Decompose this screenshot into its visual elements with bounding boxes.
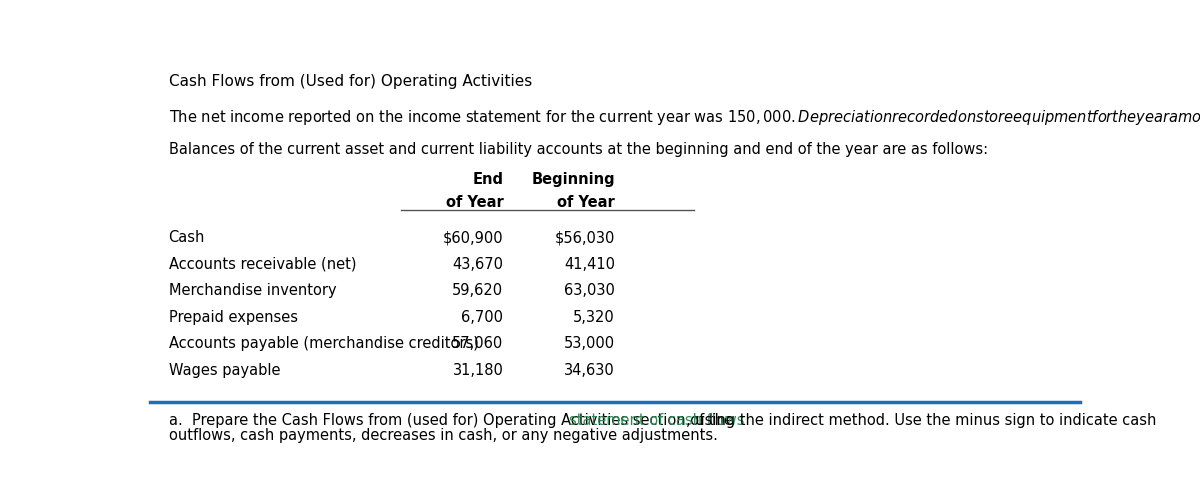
- Text: outflows, cash payments, decreases in cash, or any negative adjustments.: outflows, cash payments, decreases in ca…: [168, 428, 718, 443]
- Text: , using the indirect method. Use the minus sign to indicate cash: , using the indirect method. Use the min…: [685, 413, 1156, 428]
- Text: a.  Prepare the Cash Flows from (used for) Operating Activities section of the: a. Prepare the Cash Flows from (used for…: [168, 413, 737, 428]
- Text: Accounts payable (merchandise creditors): Accounts payable (merchandise creditors): [168, 336, 479, 351]
- Text: 41,410: 41,410: [564, 257, 616, 272]
- Text: 31,180: 31,180: [452, 363, 504, 377]
- Text: Accounts receivable (net): Accounts receivable (net): [168, 257, 356, 272]
- Text: of Year: of Year: [445, 195, 504, 210]
- Text: End: End: [473, 172, 504, 187]
- Text: Prepaid expenses: Prepaid expenses: [168, 310, 298, 325]
- Text: 53,000: 53,000: [564, 336, 616, 351]
- Text: 59,620: 59,620: [452, 283, 504, 298]
- Text: 34,630: 34,630: [564, 363, 616, 377]
- Text: 57,060: 57,060: [452, 336, 504, 351]
- Text: The net income reported on the income statement for the current year was $150,00: The net income reported on the income st…: [168, 108, 1200, 127]
- Text: 5,320: 5,320: [574, 310, 616, 325]
- Text: 43,670: 43,670: [452, 257, 504, 272]
- Text: $56,030: $56,030: [554, 230, 616, 245]
- Text: Cash Flows from (Used for) Operating Activities: Cash Flows from (Used for) Operating Act…: [168, 74, 532, 89]
- Text: $60,900: $60,900: [443, 230, 504, 245]
- Text: statement of cash flows: statement of cash flows: [569, 413, 744, 428]
- Text: Balances of the current asset and current liability accounts at the beginning an: Balances of the current asset and curren…: [168, 142, 988, 157]
- Text: Beginning: Beginning: [532, 172, 616, 187]
- Text: Cash: Cash: [168, 230, 205, 245]
- Text: of Year: of Year: [557, 195, 616, 210]
- Text: 63,030: 63,030: [564, 283, 616, 298]
- Text: 6,700: 6,700: [461, 310, 504, 325]
- Text: Merchandise inventory: Merchandise inventory: [168, 283, 336, 298]
- Text: Wages payable: Wages payable: [168, 363, 280, 377]
